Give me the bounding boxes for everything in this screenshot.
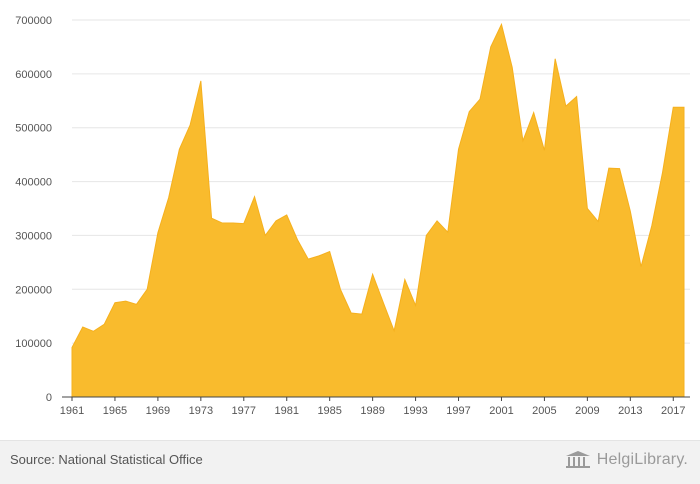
x-tick-label: 2001 xyxy=(489,405,513,417)
brand-logo[interactable]: HelgiLibrary. xyxy=(565,451,688,469)
x-tick-label: 2009 xyxy=(575,405,599,417)
x-tick-label: 1993 xyxy=(403,405,427,417)
y-tick-labels: 0 100000 200000 300000 400000 500000 600000 700… xyxy=(15,15,52,404)
y-tick-label: 400000 xyxy=(15,177,52,189)
x-tick-label: 1997 xyxy=(446,405,470,417)
area-chart: 0 100000 200000 300000 400000 500000 600000 700… xyxy=(15,15,690,417)
y-tick-label: 200000 xyxy=(15,284,52,296)
y-tick-label: 700000 xyxy=(15,15,52,27)
library-building-icon xyxy=(565,451,590,468)
y-tick-label: 500000 xyxy=(15,123,52,135)
x-tick-label: 1973 xyxy=(189,405,213,417)
source-text: Source: National Statistical Office xyxy=(10,452,203,467)
x-tick-label: 1985 xyxy=(317,405,341,417)
x-tick-label: 2013 xyxy=(618,405,642,417)
data-area xyxy=(71,22,685,398)
footer: Source: National Statistical Office Helg… xyxy=(0,440,700,484)
x-tick-label: 1965 xyxy=(103,405,127,417)
x-tick-label: 1981 xyxy=(274,405,298,417)
brand-text: HelgiLibrary. xyxy=(596,451,688,468)
y-tick-label: 100000 xyxy=(15,338,52,350)
x-tick-label: 1989 xyxy=(360,405,384,417)
x-tick-label: 1969 xyxy=(146,405,170,417)
y-tick-label: 0 xyxy=(46,392,52,404)
y-tick-label: 300000 xyxy=(15,230,52,242)
x-tick-label: 2005 xyxy=(532,405,556,417)
area-series xyxy=(71,22,685,398)
x-tick-labels: 1961 1965 1969 1973 1977 1981 1985 1989 1993 1997… xyxy=(60,405,686,417)
x-tick-label: 1961 xyxy=(60,405,84,417)
x-tick-label: 1977 xyxy=(232,405,256,417)
y-tick-label: 600000 xyxy=(15,69,52,81)
axes xyxy=(62,396,690,401)
x-tick-label: 2017 xyxy=(661,405,685,417)
